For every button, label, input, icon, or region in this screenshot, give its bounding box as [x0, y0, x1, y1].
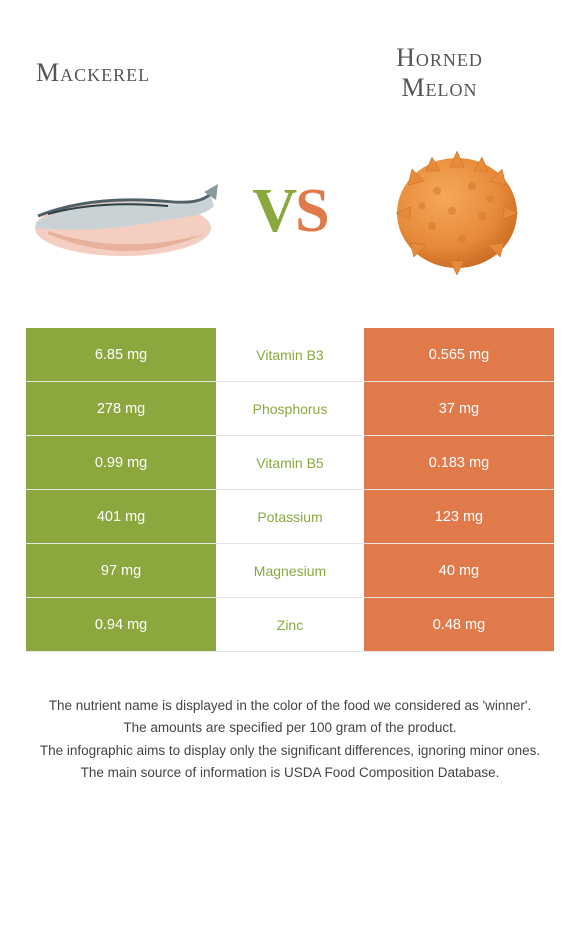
- table-row: 278 mgPhosphorus37 mg: [26, 382, 554, 436]
- footer-line: The nutrient name is displayed in the co…: [32, 696, 548, 716]
- nutrient-name: Phosphorus: [216, 382, 364, 435]
- table-row: 401 mgPotassium123 mg: [26, 490, 554, 544]
- mackerel-image: [28, 156, 218, 266]
- right-value: 37 mg: [364, 382, 554, 435]
- vs-v: V: [252, 177, 295, 245]
- left-value: 278 mg: [26, 382, 216, 435]
- footer-notes: The nutrient name is displayed in the co…: [26, 696, 554, 783]
- left-value: 0.99 mg: [26, 436, 216, 489]
- vs-label: VS: [252, 176, 327, 247]
- left-value: 6.85 mg: [26, 328, 216, 381]
- nutrient-name: Magnesium: [216, 544, 364, 597]
- left-value: 401 mg: [26, 490, 216, 543]
- nutrient-name: Potassium: [216, 490, 364, 543]
- right-value: 40 mg: [364, 544, 554, 597]
- left-value: 0.94 mg: [26, 598, 216, 651]
- footer-line: The infographic aims to display only the…: [32, 741, 548, 761]
- table-row: 0.99 mgVitamin B50.183 mg: [26, 436, 554, 490]
- right-value: 0.565 mg: [364, 328, 554, 381]
- nutrient-name: Vitamin B5: [216, 436, 364, 489]
- table-row: 6.85 mgVitamin B30.565 mg: [26, 328, 554, 382]
- right-value: 123 mg: [364, 490, 554, 543]
- nutrient-name: Zinc: [216, 598, 364, 651]
- horned-melon-image: [362, 141, 552, 281]
- table-row: 0.94 mgZinc0.48 mg: [26, 598, 554, 652]
- title-right: HornedMelon: [265, 43, 554, 103]
- nutrient-table: 6.85 mgVitamin B30.565 mg278 mgPhosphoru…: [26, 328, 554, 652]
- left-value: 97 mg: [26, 544, 216, 597]
- table-row: 97 mgMagnesium40 mg: [26, 544, 554, 598]
- right-value: 0.183 mg: [364, 436, 554, 489]
- title-left: Mackerel: [26, 58, 265, 88]
- vs-s: S: [295, 177, 327, 245]
- nutrient-name: Vitamin B3: [216, 328, 364, 381]
- footer-line: The main source of information is USDA F…: [32, 763, 548, 783]
- footer-line: The amounts are specified per 100 gram o…: [32, 718, 548, 738]
- right-value: 0.48 mg: [364, 598, 554, 651]
